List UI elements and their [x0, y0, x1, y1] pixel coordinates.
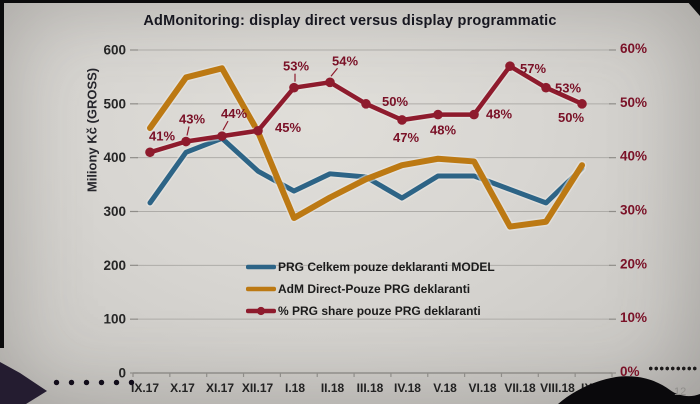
chart-legend: PRG Celkem pouze deklaranti MODEL AdM Di… — [246, 257, 495, 320]
x-axis-label: II.18 — [321, 381, 345, 395]
data-point-marker — [361, 99, 371, 109]
data-point-label: 47% — [393, 130, 419, 145]
data-point-marker — [145, 147, 155, 158]
y-axis-tick-label-left: 100 — [103, 312, 126, 327]
data-point-label: 57% — [520, 61, 546, 76]
y-axis-tick-label-left: 200 — [103, 258, 126, 273]
dotted-line-left — [49, 379, 135, 386]
x-axis-label: X.17 — [170, 381, 195, 395]
legend-item: % PRG share pouze PRG deklaranti — [246, 301, 495, 320]
data-point-label: 44% — [221, 106, 247, 121]
x-axis-label: III.18 — [357, 381, 384, 395]
legend-line-swatch-orange — [246, 286, 276, 291]
data-point-marker — [577, 99, 587, 109]
data-point-marker — [541, 82, 551, 93]
legend-line-swatch-red — [246, 306, 276, 315]
data-point-marker — [433, 109, 443, 120]
data-point-label: 54% — [332, 53, 358, 68]
y-axis-tick-label-right: 40% — [620, 149, 647, 164]
data-point-marker — [217, 131, 227, 141]
data-point-marker — [469, 109, 479, 120]
legend-item: PRG Celkem pouze deklaranti MODEL — [246, 257, 495, 276]
data-point-label: 53% — [283, 59, 309, 74]
x-axis-label: VIII.18 — [540, 381, 575, 395]
x-axis-label: V.18 — [433, 381, 457, 395]
data-point-marker — [289, 82, 299, 93]
data-point-label: 48% — [486, 107, 512, 122]
y-axis-tick-label-left: 0 — [118, 366, 126, 381]
y-axis-tick-label-right: 0% — [620, 364, 640, 379]
slide-number: 12 — [674, 386, 687, 398]
photo-edge-left — [0, 0, 4, 348]
x-axis-label: XI.17 — [206, 381, 234, 395]
x-axis-label: VII.18 — [504, 381, 536, 395]
data-label-leader — [186, 126, 190, 136]
data-point-marker — [397, 115, 407, 125]
data-point-label: 48% — [430, 123, 456, 138]
y-axis-tick-label-left: 300 — [103, 204, 126, 219]
audience-head-silhouette — [558, 376, 700, 404]
x-axis-label: I.18 — [285, 381, 305, 395]
y-axis-tick-label-left: 400 — [103, 150, 126, 165]
y-axis-tick-label-right: 30% — [620, 203, 647, 218]
data-point-label: 45% — [275, 120, 301, 135]
legend-label: AdM Direct-Pouze PRG deklaranti — [278, 281, 471, 296]
data-point-marker — [505, 61, 515, 71]
y-axis-tick-label-right: 20% — [620, 256, 647, 271]
data-point-label: 41% — [149, 128, 175, 143]
x-axis-label: IV.18 — [394, 381, 421, 395]
data-label-leader — [222, 120, 229, 131]
y-axis-tick-label-right: 50% — [620, 95, 647, 110]
data-point-marker — [325, 77, 335, 88]
x-axis-label: IX.17 — [131, 381, 159, 395]
foreground-object-silhouette — [0, 362, 47, 404]
x-axis-label: XII.17 — [242, 381, 274, 395]
x-axis-label: VI.18 — [468, 381, 496, 395]
data-point-label: 50% — [382, 94, 408, 109]
data-point-label: 53% — [555, 81, 581, 96]
y-axis-tick-label-left: 600 — [103, 43, 126, 58]
data-point-marker — [181, 136, 191, 147]
legend-line-swatch-blue — [246, 264, 276, 269]
legend-item: AdM Direct-Pouze PRG deklaranti — [246, 279, 495, 298]
y-axis-tick-label-right: 60% — [620, 41, 647, 56]
chart-title: AdMonitoring: display direct versus disp… — [143, 13, 557, 29]
y-axis-tick-label-right: 10% — [620, 310, 647, 325]
legend-label: % PRG share pouze PRG deklaranti — [278, 303, 481, 318]
dotted-line-right — [648, 366, 698, 371]
data-label-leader — [330, 67, 338, 77]
photo-edge-top — [0, 0, 700, 3]
data-point-marker — [253, 125, 263, 136]
legend-label: PRG Celkem pouze deklaranti MODEL — [278, 259, 495, 274]
y-axis-tick-label-left: 500 — [103, 96, 126, 111]
series-line — [147, 65, 585, 230]
data-point-label: 50% — [558, 110, 584, 125]
data-point-label: 43% — [179, 112, 205, 127]
